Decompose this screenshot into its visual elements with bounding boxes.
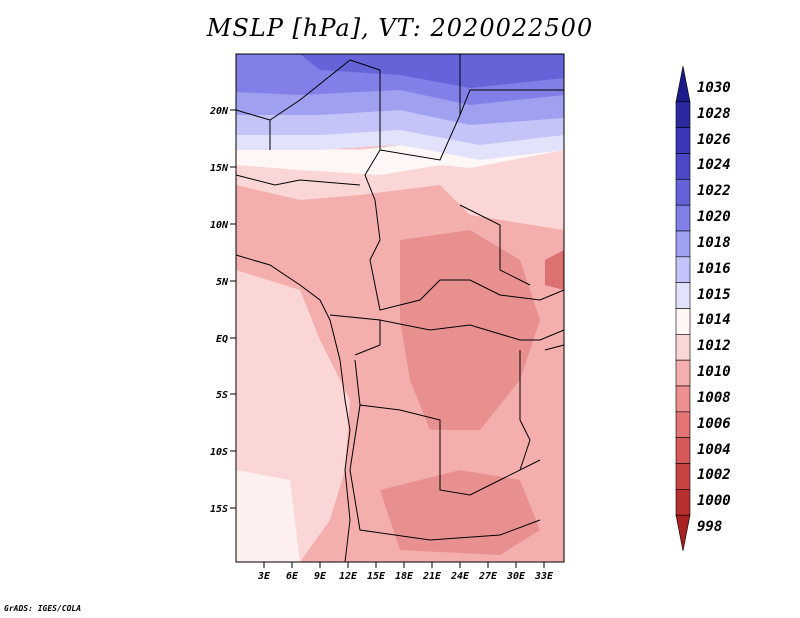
country-borders bbox=[235, 54, 565, 541]
lat-label: 20N bbox=[209, 106, 229, 117]
colorbar-swatch bbox=[675, 256, 691, 283]
pressure-field bbox=[236, 54, 564, 562]
colorbar-label: 1020 bbox=[697, 209, 731, 226]
colorbar-label: 1002 bbox=[697, 467, 731, 484]
colorbar-swatch bbox=[675, 359, 691, 387]
colorbar-label: 1012 bbox=[697, 338, 731, 355]
lon-label: 21E bbox=[422, 571, 442, 582]
colorbar-swatch bbox=[675, 489, 691, 516]
colorbar-label: 1028 bbox=[697, 105, 731, 122]
lon-label: 12E bbox=[339, 571, 358, 582]
colorbar-label: 1010 bbox=[697, 364, 731, 381]
plot-frame bbox=[235, 53, 565, 563]
colorbar-swatch bbox=[675, 179, 691, 206]
lon-label: 9E bbox=[314, 571, 327, 582]
lon-label: 30E bbox=[506, 571, 526, 582]
lon-label: 27E bbox=[478, 571, 498, 582]
colorbar-label: 1014 bbox=[697, 312, 731, 329]
colorbar-swatch bbox=[675, 204, 691, 232]
colorbar-label: 1006 bbox=[697, 415, 731, 432]
lon-label: 3E bbox=[257, 571, 271, 582]
colorbar-label: 1016 bbox=[697, 260, 731, 277]
colorbar-label: 1026 bbox=[697, 131, 731, 148]
colorbar-swatch bbox=[675, 437, 691, 464]
coastline bbox=[235, 254, 351, 563]
colorbar-swatch bbox=[675, 463, 691, 490]
lon-label: 15E bbox=[367, 571, 386, 582]
colorbar-swatch bbox=[675, 127, 691, 154]
colorbar-swatch bbox=[675, 514, 691, 552]
lon-label: 24E bbox=[450, 571, 470, 582]
lat-label: 10N bbox=[210, 220, 229, 231]
colorbar-swatch bbox=[675, 230, 691, 258]
colorbar-label: 1018 bbox=[697, 234, 731, 251]
colorbar-swatch bbox=[675, 334, 691, 361]
lat-label: 5N bbox=[216, 277, 229, 288]
colorbar-label: 1030 bbox=[697, 79, 731, 96]
latitude-axis: 20N 15N 10N 5N EQ 5S 10S 15S bbox=[209, 106, 236, 515]
colorbar-label: 1000 bbox=[697, 493, 731, 510]
colorbar-label: 1024 bbox=[697, 157, 731, 174]
lat-label: 5S bbox=[216, 390, 228, 401]
lon-label: 6E bbox=[286, 571, 299, 582]
colorbar-swatch bbox=[675, 101, 691, 128]
colorbar-swatch bbox=[675, 153, 691, 180]
longitude-axis: 3E 6E 9E 12E 15E 18E 21E 24E 27E 30E 33E bbox=[257, 562, 554, 582]
colorbar-swatch bbox=[675, 411, 691, 438]
colorbar-label: 998 bbox=[697, 519, 723, 536]
colorbar-swatch bbox=[675, 65, 691, 103]
colorbar-label: 1015 bbox=[697, 286, 731, 303]
lat-label: EQ bbox=[216, 334, 228, 345]
lon-label: 33E bbox=[534, 571, 554, 582]
lat-label: 10S bbox=[210, 447, 228, 458]
grads-credit: GrADS: IGES/COLA bbox=[4, 604, 82, 613]
map-title: MSLP [hPa], VT: 2020022500 bbox=[206, 14, 594, 42]
lon-label: 18E bbox=[395, 571, 414, 582]
colorbar-label: 1022 bbox=[697, 183, 731, 200]
colorbar-swatch bbox=[675, 308, 691, 335]
lat-label: 15S bbox=[210, 504, 228, 515]
colorbar-swatch bbox=[675, 282, 691, 309]
lat-label: 15N bbox=[210, 163, 229, 174]
colorbar-label: 1004 bbox=[697, 441, 731, 458]
colorbar bbox=[675, 65, 691, 552]
colorbar-label: 1008 bbox=[697, 389, 731, 406]
colorbar-swatch bbox=[675, 385, 691, 413]
